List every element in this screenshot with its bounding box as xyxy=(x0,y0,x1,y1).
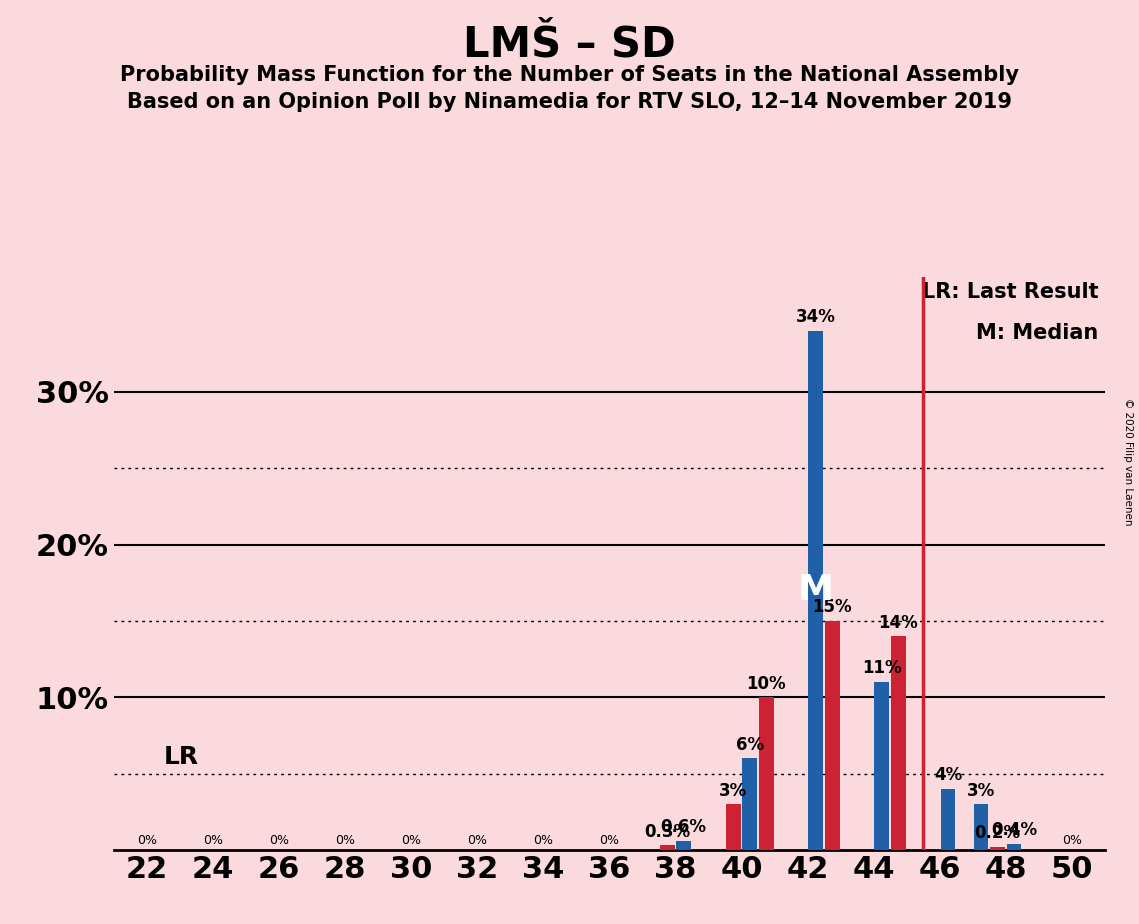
Text: 0%: 0% xyxy=(467,834,487,847)
Bar xyxy=(875,682,890,850)
Text: 0%: 0% xyxy=(533,834,554,847)
Text: LMŠ – SD: LMŠ – SD xyxy=(464,23,675,65)
Text: M: Median: M: Median xyxy=(976,323,1098,343)
Text: LR: LR xyxy=(164,745,198,769)
Text: 0%: 0% xyxy=(1062,834,1082,847)
Text: 0%: 0% xyxy=(137,834,157,847)
Text: 0%: 0% xyxy=(599,834,620,847)
Text: 14%: 14% xyxy=(878,614,918,632)
Text: 0%: 0% xyxy=(335,834,355,847)
Bar xyxy=(743,759,757,850)
Text: 0%: 0% xyxy=(269,834,289,847)
Text: 34%: 34% xyxy=(796,308,836,326)
Bar xyxy=(891,637,906,850)
Text: 10%: 10% xyxy=(746,675,786,693)
Text: 0.4%: 0.4% xyxy=(991,821,1036,839)
Bar xyxy=(990,847,1005,850)
Bar xyxy=(759,698,773,850)
Bar xyxy=(825,621,839,850)
Text: M: M xyxy=(797,574,834,607)
Text: Probability Mass Function for the Number of Seats in the National Assembly: Probability Mass Function for the Number… xyxy=(120,65,1019,85)
Text: 0%: 0% xyxy=(401,834,421,847)
Bar xyxy=(1007,844,1022,850)
Text: 0.3%: 0.3% xyxy=(645,823,690,841)
Bar xyxy=(809,331,823,850)
Text: 6%: 6% xyxy=(736,736,764,754)
Bar xyxy=(726,804,740,850)
Text: Based on an Opinion Poll by Ninamedia for RTV SLO, 12–14 November 2019: Based on an Opinion Poll by Ninamedia fo… xyxy=(128,92,1011,113)
Text: © 2020 Filip van Laenen: © 2020 Filip van Laenen xyxy=(1123,398,1133,526)
Text: 11%: 11% xyxy=(862,660,902,677)
Bar xyxy=(974,804,989,850)
Text: 3%: 3% xyxy=(967,782,995,799)
Text: 4%: 4% xyxy=(934,766,962,784)
Text: LR: Last Result: LR: Last Result xyxy=(921,282,1098,302)
Bar xyxy=(659,845,674,850)
Text: 0.6%: 0.6% xyxy=(661,819,706,836)
Text: 3%: 3% xyxy=(719,782,747,799)
Text: 0%: 0% xyxy=(203,834,223,847)
Bar xyxy=(677,841,691,850)
Text: 15%: 15% xyxy=(812,599,852,616)
Bar xyxy=(941,789,956,850)
Text: 0.2%: 0.2% xyxy=(975,824,1021,843)
